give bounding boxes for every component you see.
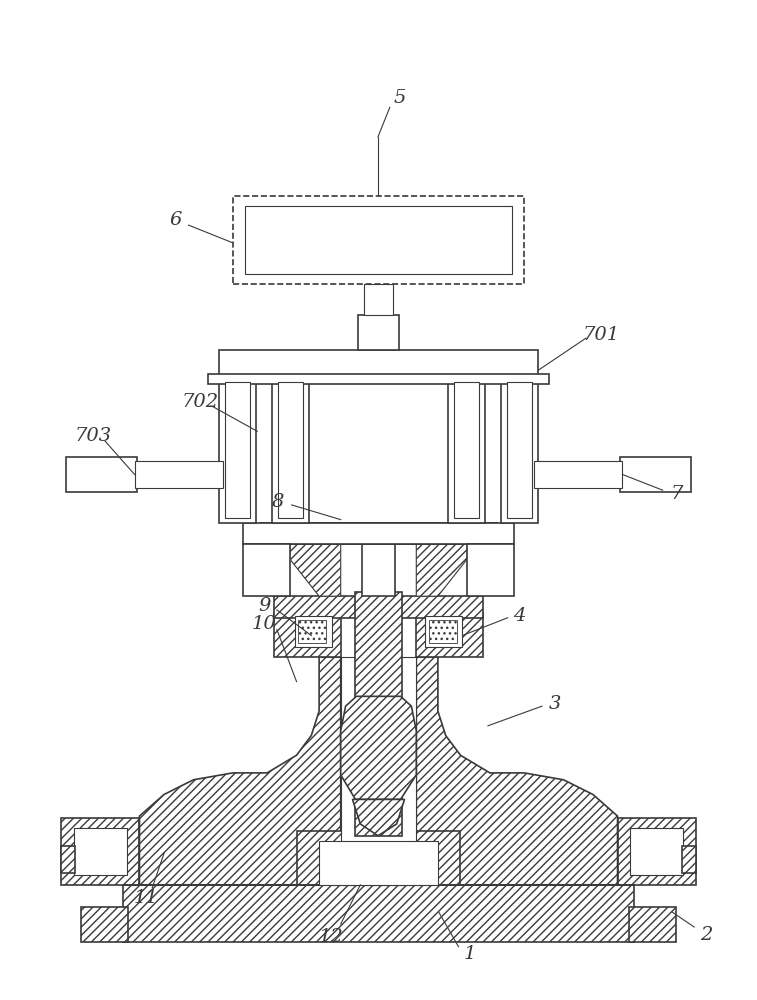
Bar (135, 461, 223, 488)
Bar (298, 620, 326, 643)
Bar (358, 315, 399, 350)
Text: 1: 1 (464, 945, 476, 963)
Text: 3: 3 (549, 695, 561, 713)
Text: 7: 7 (670, 485, 683, 503)
Polygon shape (290, 523, 341, 596)
Bar (219, 377, 257, 523)
Bar (364, 284, 393, 315)
Bar (61, 818, 139, 885)
Bar (629, 907, 677, 942)
Text: 8: 8 (272, 493, 284, 511)
Bar (467, 544, 515, 596)
Bar (242, 544, 290, 596)
Bar (429, 620, 456, 643)
Text: 4: 4 (513, 607, 525, 625)
Bar (536, 465, 622, 482)
Bar (453, 382, 479, 518)
Bar (208, 374, 549, 384)
Bar (225, 382, 251, 518)
Bar (219, 350, 538, 377)
Bar (73, 828, 126, 875)
Text: 11: 11 (134, 889, 159, 907)
Bar (260, 523, 497, 544)
Text: 702: 702 (182, 393, 219, 411)
Polygon shape (416, 523, 467, 596)
Bar (80, 907, 128, 942)
Bar (123, 885, 634, 942)
Bar (341, 657, 416, 885)
Polygon shape (416, 657, 618, 885)
Bar (297, 831, 460, 885)
Bar (621, 457, 691, 492)
Text: 2: 2 (699, 926, 712, 944)
Bar (682, 846, 696, 873)
Text: 9: 9 (258, 597, 270, 615)
Bar (631, 828, 684, 875)
Text: 6: 6 (170, 211, 182, 229)
Text: 12: 12 (319, 928, 343, 946)
Text: 5: 5 (394, 89, 406, 107)
Bar (245, 206, 512, 274)
Bar (506, 382, 532, 518)
Bar (274, 596, 483, 618)
Bar (66, 457, 136, 492)
Bar (425, 616, 463, 647)
Text: 701: 701 (582, 326, 619, 344)
Bar (260, 523, 497, 544)
Bar (274, 613, 341, 657)
Bar (294, 616, 332, 647)
Bar (319, 841, 438, 885)
Bar (363, 542, 394, 596)
Text: 10: 10 (252, 615, 276, 633)
Polygon shape (139, 657, 341, 885)
Bar (232, 196, 525, 284)
Polygon shape (353, 799, 404, 836)
Bar (618, 818, 696, 885)
Text: 703: 703 (75, 427, 112, 445)
Bar (278, 382, 304, 518)
Bar (135, 465, 221, 482)
Bar (534, 461, 622, 488)
Bar (447, 377, 485, 523)
Bar (356, 592, 401, 836)
Bar (242, 523, 515, 544)
Polygon shape (341, 696, 416, 799)
Bar (272, 377, 310, 523)
Bar (500, 377, 538, 523)
Bar (416, 613, 483, 657)
Bar (61, 846, 75, 873)
